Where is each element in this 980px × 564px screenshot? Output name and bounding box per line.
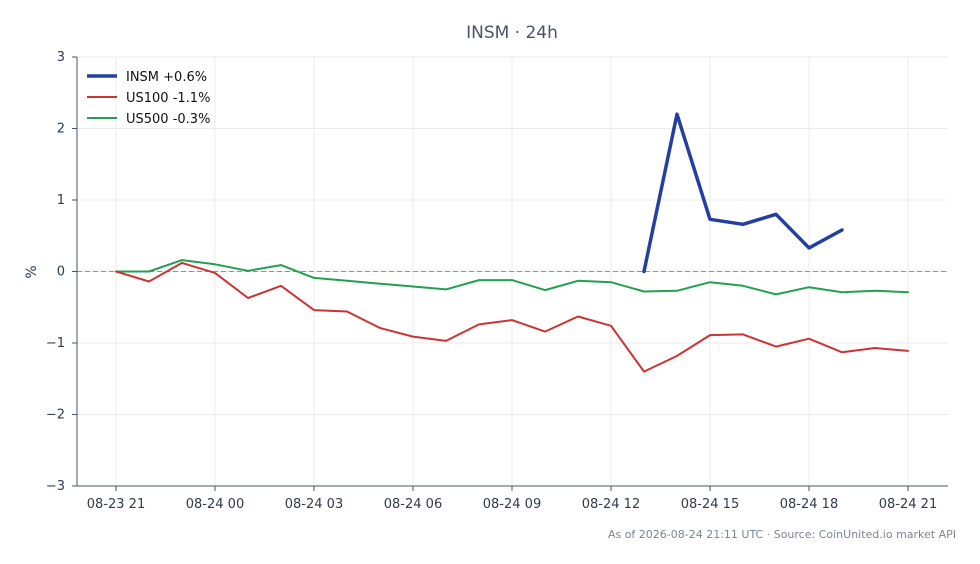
- y-tick-label: 2: [57, 122, 65, 137]
- legend-label: US500 -0.3%: [126, 112, 210, 127]
- x-tick-label: 08-24 21: [879, 497, 937, 512]
- x-tick-label: 08-23 21: [87, 497, 145, 512]
- x-ticks: 08-23 21 08-24 00 08-24 03 08-24 06 08-24 09…: [87, 486, 937, 512]
- y-ticks: −3 −2 −1 0 1 2 3: [46, 50, 77, 494]
- y-tick-label: −2: [46, 408, 65, 423]
- x-tick-label: 08-24 09: [483, 497, 541, 512]
- chart-title: INSM · 24h: [466, 23, 558, 43]
- y-tick-label: 1: [57, 193, 65, 208]
- y-tick-label: −3: [46, 479, 65, 494]
- legend-label: US100 -1.1%: [126, 91, 210, 106]
- y-tick-label: −1: [46, 336, 65, 351]
- x-tick-label: 08-24 18: [780, 497, 838, 512]
- y-tick-label: 3: [57, 50, 65, 65]
- x-tick-label: 08-24 15: [681, 497, 739, 512]
- series-lines: [115, 112, 909, 373]
- x-tick-label: 08-24 03: [285, 497, 343, 512]
- legend: INSM +0.6% US100 -1.1% US500 -0.3%: [87, 70, 210, 127]
- series-line-2: [115, 259, 909, 296]
- x-tick-label: 08-24 00: [186, 497, 244, 512]
- x-tick-label: 08-24 06: [384, 497, 442, 512]
- series-line-1: [115, 261, 909, 373]
- chart-footer: As of 2026-08-24 21:11 UTC · Source: Coi…: [608, 528, 956, 541]
- legend-label: INSM +0.6%: [126, 70, 207, 85]
- series-line-0: [642, 112, 844, 274]
- x-tick-label: 08-24 12: [582, 497, 640, 512]
- y-tick-label: 0: [57, 265, 65, 280]
- y-axis-label: %: [24, 265, 40, 278]
